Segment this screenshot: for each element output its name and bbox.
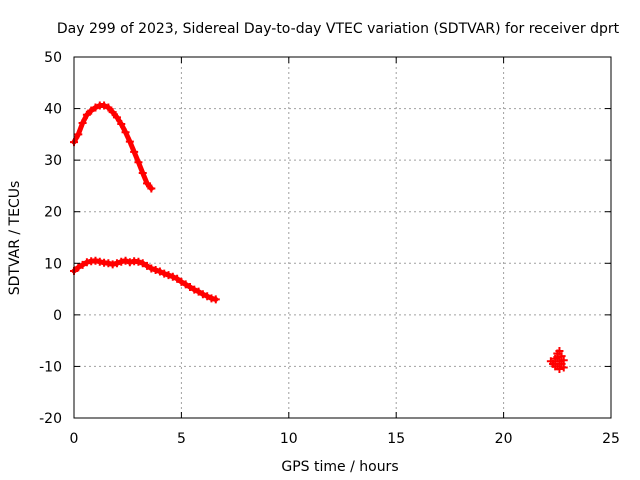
data-point: [207, 294, 216, 303]
x-tick-label: 25: [602, 431, 620, 447]
plot-frame: [73, 56, 612, 419]
data-point: [78, 119, 87, 128]
data-point: [74, 130, 83, 139]
y-tick-label: 10: [44, 256, 62, 272]
data-point: [112, 259, 121, 268]
grid-lines: [74, 57, 611, 418]
data-point: [194, 287, 203, 296]
y-tick-label: -20: [39, 411, 62, 427]
data-point: [151, 265, 160, 274]
data-point: [177, 277, 186, 286]
data-point: [559, 363, 568, 372]
y-tick-label: 50: [44, 50, 62, 66]
data-series: [70, 101, 568, 374]
y-tick-label: 0: [53, 308, 62, 324]
data-point: [138, 169, 147, 178]
data-point: [190, 285, 199, 294]
data-point: [108, 108, 117, 117]
data-point: [100, 101, 109, 110]
data-point: [82, 110, 91, 119]
data-point: [134, 257, 143, 266]
series-upper-arc: [70, 101, 156, 193]
data-point: [91, 103, 100, 112]
data-point: [211, 295, 220, 304]
data-point: [121, 128, 130, 137]
x-tick-label: 10: [280, 431, 298, 447]
x-tick-label: 5: [177, 431, 186, 447]
data-point: [155, 267, 164, 276]
data-point: [185, 283, 194, 292]
data-point: [198, 290, 207, 299]
y-tick-label: 30: [44, 153, 62, 169]
data-point: [203, 292, 212, 301]
data-point: [147, 184, 156, 193]
data-point: [134, 158, 143, 167]
data-point: [104, 103, 113, 112]
data-point: [168, 272, 177, 281]
data-point: [91, 256, 100, 265]
data-point: [555, 346, 564, 355]
data-point: [160, 269, 169, 278]
chart-title: Day 299 of 2023, Sidereal Day-to-day VTE…: [57, 21, 620, 37]
x-axis-label: GPS time / hours: [281, 459, 398, 475]
data-point: [138, 259, 147, 268]
y-axis-label: SDTVAR / TECUs: [7, 181, 23, 296]
data-point: [95, 257, 104, 266]
data-point: [164, 271, 173, 280]
series-line: [71, 102, 154, 192]
data-point: [559, 356, 568, 365]
y-tick-label: 20: [44, 205, 62, 221]
data-point: [143, 261, 152, 270]
data-point: [82, 258, 91, 267]
data-point: [121, 256, 130, 265]
data-point: [557, 352, 566, 361]
x-axis-ticks: 0 5 10 15 20 25: [70, 57, 620, 447]
data-point: [551, 362, 560, 371]
data-point: [74, 263, 83, 272]
data-point: [112, 113, 121, 122]
series-late-cluster: [546, 346, 568, 374]
y-tick-label: 40: [44, 102, 62, 118]
x-tick-label: 0: [70, 431, 79, 447]
data-point: [117, 120, 126, 129]
data-point: [130, 147, 139, 156]
data-point: [143, 179, 152, 188]
series-middle-band: [70, 256, 220, 304]
data-point: [104, 259, 113, 268]
data-point: [181, 280, 190, 289]
data-point: [555, 365, 564, 374]
y-axis-ticks: -20 -10 0 10 20 30 40 50: [39, 50, 611, 427]
data-point: [147, 264, 156, 273]
data-point: [125, 258, 134, 267]
data-point: [78, 260, 87, 269]
data-point: [117, 257, 126, 266]
y-tick-label: -10: [39, 359, 62, 375]
x-tick-label: 15: [387, 431, 405, 447]
x-tick-label: 20: [495, 431, 513, 447]
data-point: [553, 353, 562, 362]
data-point: [87, 106, 96, 115]
data-point: [125, 137, 134, 146]
data-point: [108, 260, 117, 269]
data-point: [173, 274, 182, 283]
